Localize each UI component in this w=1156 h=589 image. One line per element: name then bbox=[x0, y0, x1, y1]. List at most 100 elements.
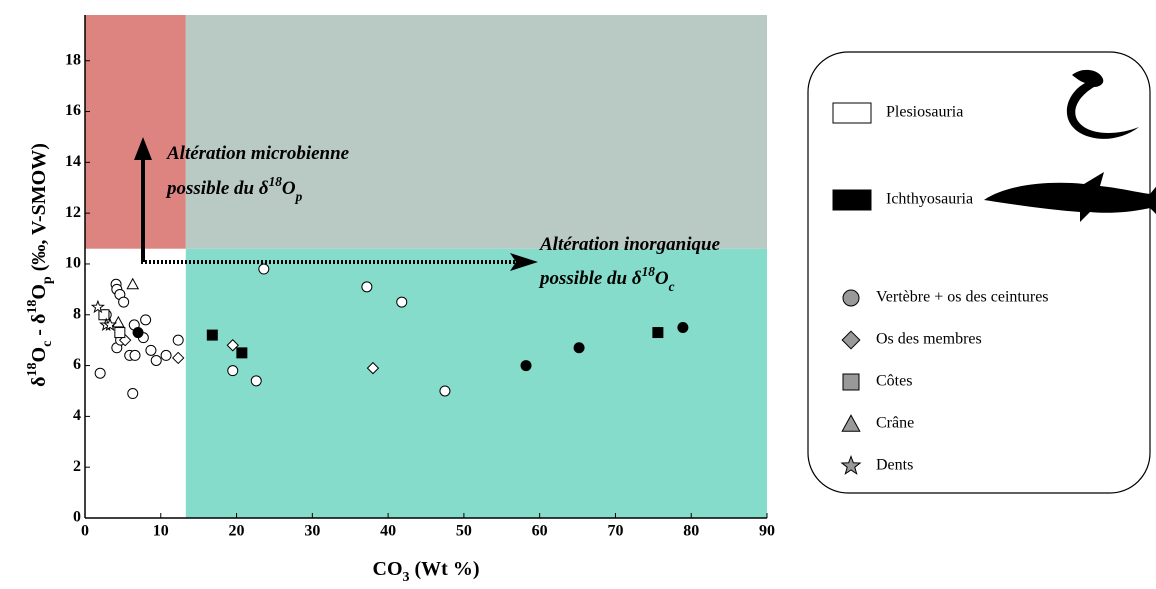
x-tick-label: 80 bbox=[683, 523, 699, 540]
point bbox=[439, 385, 451, 397]
point bbox=[396, 296, 408, 308]
text-part: 18 bbox=[642, 264, 656, 279]
point bbox=[94, 367, 106, 379]
legend-symbol bbox=[841, 330, 861, 350]
region bbox=[85, 15, 186, 249]
point bbox=[227, 365, 239, 377]
annotation: Altération microbienne bbox=[166, 143, 350, 164]
y-tick-label: 10 bbox=[65, 255, 81, 272]
point bbox=[145, 344, 157, 356]
legend-symbol bbox=[842, 289, 860, 307]
point bbox=[126, 277, 140, 290]
annotation: possible du δ18Oc bbox=[538, 264, 675, 294]
text-part: δ bbox=[28, 376, 50, 386]
text-part: O bbox=[28, 347, 50, 363]
text-part: p bbox=[40, 276, 55, 284]
text-part: - δ bbox=[28, 314, 50, 341]
x-tick-label: 40 bbox=[380, 523, 396, 540]
legend: Plesiosauria Ichthyosauria Vertèbre + os d… bbox=[832, 102, 1049, 475]
text-part: CO bbox=[373, 558, 403, 580]
point bbox=[677, 321, 689, 333]
region bbox=[185, 248, 768, 519]
point bbox=[226, 339, 239, 352]
y-tick-label: 0 bbox=[73, 509, 81, 526]
y-tick-label: 2 bbox=[73, 458, 81, 475]
point bbox=[102, 317, 118, 331]
y-tick-label: 16 bbox=[65, 102, 81, 119]
point bbox=[236, 347, 248, 359]
y-tick-label: 12 bbox=[65, 204, 81, 221]
legend-box bbox=[807, 51, 1151, 494]
legend-label: Ichthyosauria bbox=[886, 191, 973, 208]
annotation: possible du δ18Op bbox=[165, 174, 303, 204]
y-tick-label: 14 bbox=[65, 153, 81, 170]
point bbox=[150, 354, 162, 366]
x-axis-label: CO3 (Wt %) bbox=[373, 558, 480, 584]
x-tick-label: 0 bbox=[81, 523, 89, 540]
legend-swatch bbox=[832, 189, 872, 211]
text-part: Altération microbienne bbox=[166, 143, 350, 164]
legend-label: Côtes bbox=[876, 373, 912, 390]
point bbox=[520, 360, 532, 372]
arrow-head bbox=[134, 137, 152, 160]
point bbox=[118, 296, 130, 308]
point bbox=[361, 281, 373, 293]
point bbox=[250, 375, 262, 387]
point bbox=[90, 299, 105, 314]
text-part: O bbox=[28, 284, 50, 300]
regions bbox=[85, 15, 768, 519]
y-tick-label: 4 bbox=[73, 407, 81, 424]
plesiosaur-silhouette bbox=[1066, 69, 1139, 139]
x-tick-label: 50 bbox=[456, 523, 472, 540]
point bbox=[129, 349, 141, 361]
legend-symbol bbox=[841, 414, 861, 432]
annotation: Altération inorganique bbox=[539, 234, 721, 255]
text-part: Altération inorganique bbox=[539, 234, 721, 255]
point bbox=[258, 263, 270, 275]
arrow-head bbox=[510, 253, 538, 271]
legend-label: Vertèbre + os des ceintures bbox=[876, 289, 1049, 306]
text-part: 3 bbox=[403, 570, 410, 584]
text-part: 18 bbox=[25, 300, 40, 314]
legend-label: Crâne bbox=[876, 415, 914, 432]
text-part: (‰, V-SMOW) bbox=[28, 143, 50, 276]
legend-label: Os des membres bbox=[876, 331, 982, 348]
text-part: 18 bbox=[269, 174, 283, 189]
legend-swatch bbox=[832, 102, 872, 124]
point bbox=[98, 309, 110, 321]
y-axis-label: δ18Oc - δ18Op (‰, V-SMOW) bbox=[25, 143, 55, 387]
x-tick-label: 60 bbox=[532, 523, 548, 540]
x-tick-label: 70 bbox=[607, 523, 623, 540]
point bbox=[132, 327, 144, 339]
x-tick-label: 90 bbox=[759, 523, 775, 540]
x-tick-label: 10 bbox=[153, 523, 169, 540]
legend-symbol bbox=[842, 373, 860, 391]
x-tick-label: 20 bbox=[229, 523, 245, 540]
ichthyosaur-silhouette bbox=[984, 172, 1156, 222]
point bbox=[127, 388, 139, 400]
y-tick-label: 8 bbox=[73, 305, 81, 322]
x-tick-label: 30 bbox=[304, 523, 320, 540]
text-part: c bbox=[40, 341, 55, 347]
point bbox=[111, 315, 125, 328]
point bbox=[573, 342, 585, 354]
text-part: possible du δ bbox=[538, 268, 642, 289]
text-part: c bbox=[669, 279, 675, 294]
legend-symbol bbox=[840, 454, 862, 475]
point bbox=[366, 361, 380, 375]
text-part: possible du δ bbox=[165, 178, 269, 199]
point bbox=[114, 327, 126, 339]
point bbox=[206, 329, 218, 341]
point bbox=[171, 351, 185, 365]
legend-label: Plesiosauria bbox=[886, 104, 963, 121]
point bbox=[652, 327, 664, 339]
y-tick-label: 6 bbox=[73, 356, 81, 373]
text-part: O bbox=[282, 178, 296, 199]
y-tick-label: 18 bbox=[65, 51, 81, 68]
region bbox=[185, 15, 768, 249]
point bbox=[172, 334, 184, 346]
plot: 0 2 4 6 8 10 12 14 16 18 0 10 20 30 40 50 60 70 80 90 CO3 (W… bbox=[25, 15, 775, 585]
point bbox=[140, 314, 152, 326]
text-part: p bbox=[295, 189, 303, 204]
